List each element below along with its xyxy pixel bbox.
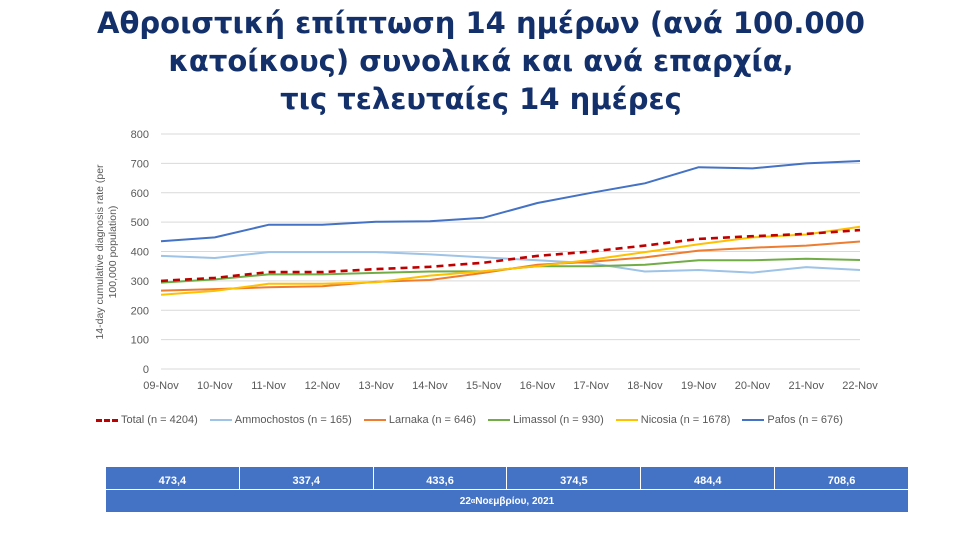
y-tick-label: 800 xyxy=(131,129,149,141)
date-day: 22 xyxy=(459,495,471,507)
legend-label: Limassol (n = 930) xyxy=(512,414,604,426)
x-tick-label: 14-Nov xyxy=(412,380,448,392)
chart-title: Αθροιστική επίπτωση 14 ημέρων (ανά 100.0… xyxy=(60,4,902,118)
x-tick-label: 22-Nov xyxy=(842,380,878,392)
rate-cell-larnaka: 433,6 xyxy=(374,467,508,489)
rate-cell-ammochostos: 337,4 xyxy=(240,467,374,489)
legend-label: Larnaka (n = 646) xyxy=(388,414,476,426)
y-tick-label: 200 xyxy=(131,305,149,317)
series-line-pafos xyxy=(160,160,861,243)
rate-cell-limassol: 374,5 xyxy=(507,467,642,489)
x-tick-label: 16-Nov xyxy=(520,380,556,392)
chart-legend: Total (n = 4204) Ammochostos (n = 165) Lar… xyxy=(96,414,916,426)
series-line-total xyxy=(160,228,861,283)
legend-swatch xyxy=(742,419,765,421)
legend-swatch xyxy=(615,419,638,421)
legend-swatch xyxy=(487,419,510,421)
x-tick-label: 20-Nov xyxy=(735,380,771,392)
x-tick-label: 13-Nov xyxy=(358,380,394,392)
y-tick-label: 500 xyxy=(131,217,149,229)
title-line-1: Αθροιστική επίπτωση 14 ημέρων (ανά 100.0… xyxy=(97,6,865,40)
y-tick-label: 600 xyxy=(131,188,149,200)
legend-swatch xyxy=(363,419,386,421)
x-tick-label: 19-Nov xyxy=(681,380,717,392)
rate-cell-total: 473,4 xyxy=(106,467,240,489)
x-tick-label: 18-Nov xyxy=(627,380,663,392)
y-tick-label: 0 xyxy=(143,364,149,376)
date-rest: Νοεμβρίου, 2021 xyxy=(475,495,555,507)
legend-item: Total (n = 4204) xyxy=(96,414,198,426)
rates-row: 473,4 337,4 433,6 374,5 484,4 708,6 xyxy=(106,467,908,490)
series-line-nicosia xyxy=(160,225,861,296)
legend-item: Limassol (n = 930) xyxy=(487,414,604,426)
rate-cell-pafos: 708,6 xyxy=(827,475,856,487)
x-tick-label: 21-Nov xyxy=(788,380,824,392)
legend-item: Ammochostos (n = 165) xyxy=(209,414,352,426)
y-tick-label: 700 xyxy=(131,158,149,170)
legend-swatch xyxy=(96,418,118,422)
legend-item: Pafos (n = 676) xyxy=(742,414,843,426)
title-line-2: κατοίκους) συνολικά και ανά επαρχία, xyxy=(168,44,794,78)
legend-item: Larnaka (n = 646) xyxy=(363,414,476,426)
y-tick-label: 400 xyxy=(131,247,149,259)
date-sup: α xyxy=(470,497,476,505)
x-tick-label: 11-Nov xyxy=(251,380,286,392)
table-date: 22 α Νοεμβρίου, 2021 xyxy=(106,490,908,512)
legend-item: Nicosia (n = 1678) xyxy=(615,414,731,426)
legend-swatch xyxy=(209,419,232,421)
rates-table: 473,4 337,4 433,6 374,5 484,4 708,6 22 α … xyxy=(106,467,908,512)
x-tick-label: 12-Nov xyxy=(305,380,341,392)
legend-label: Total (n = 4204) xyxy=(121,414,198,426)
legend-label: Nicosia (n = 1678) xyxy=(640,414,731,426)
rate-cell-nicosia: 484,4 xyxy=(641,467,776,489)
legend-label: Pafos (n = 676) xyxy=(767,414,843,426)
y-tick-label: 100 xyxy=(131,335,149,347)
x-tick-label: 15-Nov xyxy=(466,380,502,392)
title-line-3: τις τελευταίες 14 ημέρες xyxy=(280,82,682,116)
series-line-limassol xyxy=(160,257,861,284)
legend-label: Ammochostos (n = 165) xyxy=(234,414,352,426)
x-tick-label: 09-Nov xyxy=(143,380,179,392)
y-axis-label: 14-day cumulative diagnosis rate (per100… xyxy=(94,164,119,340)
x-tick-label: 10-Nov xyxy=(197,380,233,392)
y-tick-label: 300 xyxy=(131,276,149,288)
x-tick-label: 17-Nov xyxy=(573,380,609,392)
